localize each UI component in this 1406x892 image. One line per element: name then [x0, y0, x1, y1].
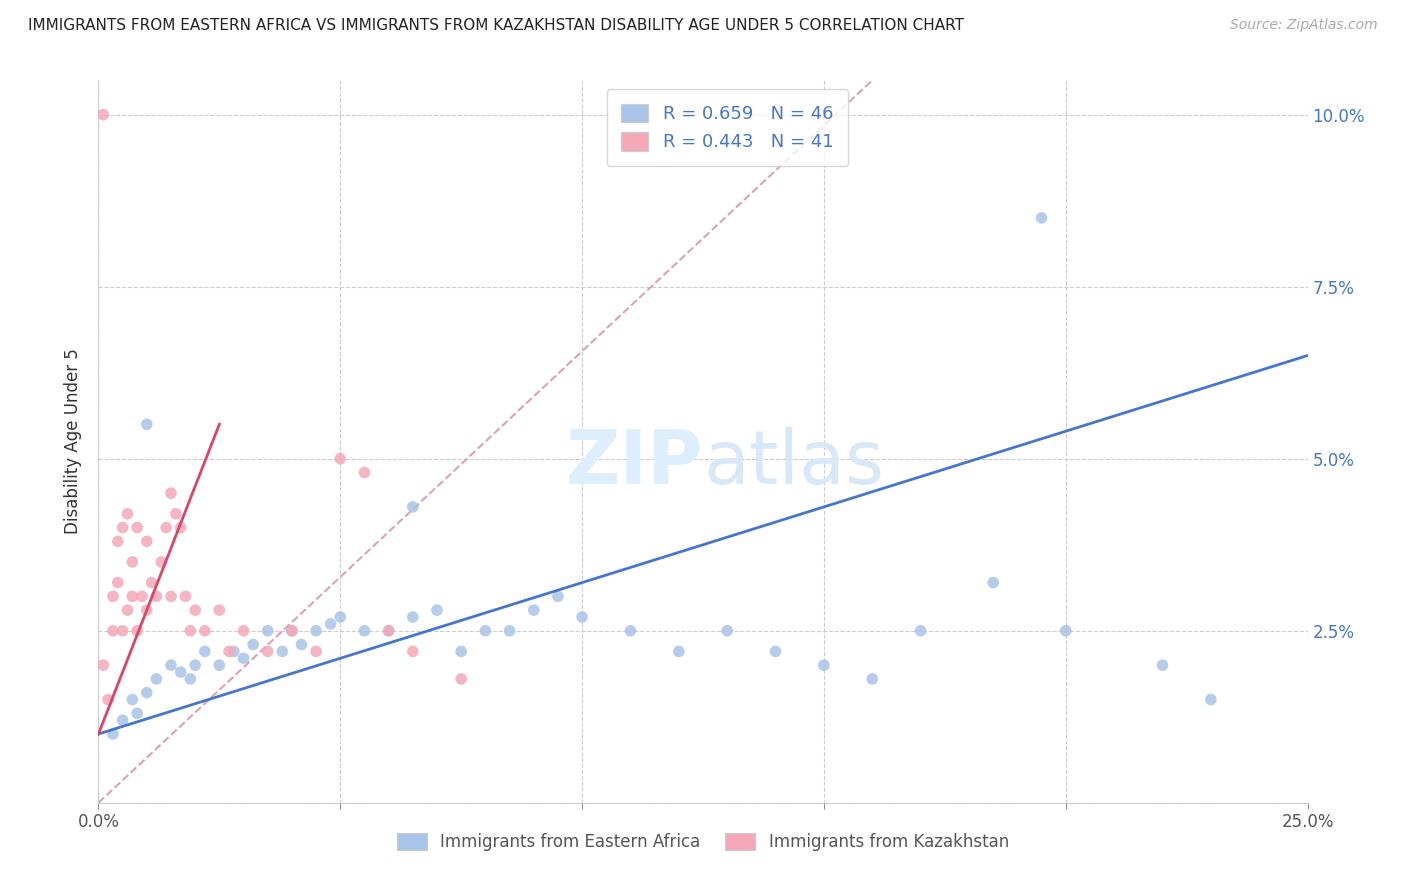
Point: [281, 624, 304, 638]
Point: [127, 520, 149, 534]
Point: [1152, 658, 1174, 673]
Point: [222, 644, 245, 658]
Point: [305, 644, 328, 658]
Point: [174, 590, 197, 604]
Point: [179, 624, 201, 638]
Point: [101, 624, 124, 638]
Point: [111, 713, 134, 727]
Point: [232, 651, 254, 665]
Point: [281, 624, 304, 638]
Point: [218, 644, 240, 658]
Point: [127, 706, 149, 721]
Point: [305, 624, 328, 638]
Point: [450, 672, 472, 686]
Point: [271, 644, 294, 658]
Point: [232, 624, 254, 638]
Point: [208, 658, 231, 673]
Point: [169, 520, 191, 534]
Point: [127, 624, 149, 638]
Legend: Immigrants from Eastern Africa, Immigrants from Kazakhstan: Immigrants from Eastern Africa, Immigran…: [388, 825, 1018, 860]
Point: [377, 624, 399, 638]
Point: [101, 727, 124, 741]
Point: [256, 624, 278, 638]
Text: IMMIGRANTS FROM EASTERN AFRICA VS IMMIGRANTS FROM KAZAKHSTAN DISABILITY AGE UNDE: IMMIGRANTS FROM EASTERN AFRICA VS IMMIGR…: [28, 18, 965, 33]
Point: [402, 644, 425, 658]
Point: [135, 686, 157, 700]
Point: [91, 658, 114, 673]
Point: [765, 644, 787, 658]
Text: ZIP: ZIP: [565, 426, 703, 500]
Point: [208, 603, 231, 617]
Point: [165, 507, 187, 521]
Point: [353, 466, 375, 480]
Point: [160, 590, 183, 604]
Point: [668, 644, 690, 658]
Point: [150, 555, 173, 569]
Y-axis label: Disability Age Under 5: Disability Age Under 5: [65, 349, 83, 534]
Point: [97, 692, 120, 706]
Point: [860, 672, 883, 686]
Point: [290, 638, 312, 652]
Point: [184, 603, 207, 617]
Point: [131, 590, 153, 604]
Point: [981, 575, 1004, 590]
Point: [179, 672, 201, 686]
Point: [141, 575, 163, 590]
Point: [111, 624, 134, 638]
Point: [1031, 211, 1053, 225]
Point: [160, 486, 183, 500]
Point: [101, 590, 124, 604]
Point: [426, 603, 449, 617]
Point: [402, 610, 425, 624]
Text: Source: ZipAtlas.com: Source: ZipAtlas.com: [1230, 18, 1378, 32]
Text: atlas: atlas: [703, 426, 884, 500]
Point: [1199, 692, 1222, 706]
Point: [1054, 624, 1077, 638]
Point: [184, 658, 207, 673]
Point: [169, 665, 191, 679]
Point: [242, 638, 264, 652]
Point: [121, 590, 143, 604]
Point: [402, 500, 425, 514]
Point: [813, 658, 835, 673]
Point: [498, 624, 520, 638]
Point: [523, 603, 546, 617]
Point: [716, 624, 738, 638]
Point: [121, 555, 143, 569]
Point: [547, 590, 569, 604]
Point: [571, 610, 593, 624]
Point: [145, 590, 167, 604]
Point: [910, 624, 932, 638]
Point: [329, 610, 352, 624]
Point: [135, 603, 157, 617]
Point: [135, 417, 157, 432]
Point: [194, 644, 217, 658]
Point: [377, 624, 399, 638]
Point: [155, 520, 177, 534]
Point: [353, 624, 375, 638]
Point: [121, 692, 143, 706]
Point: [329, 451, 352, 466]
Point: [450, 644, 472, 658]
Point: [91, 108, 114, 122]
Point: [160, 658, 183, 673]
Point: [135, 534, 157, 549]
Point: [107, 575, 129, 590]
Point: [319, 616, 342, 631]
Point: [117, 603, 139, 617]
Point: [145, 672, 167, 686]
Point: [619, 624, 641, 638]
Point: [107, 534, 129, 549]
Point: [117, 507, 139, 521]
Point: [111, 520, 134, 534]
Point: [194, 624, 217, 638]
Point: [474, 624, 496, 638]
Point: [256, 644, 278, 658]
